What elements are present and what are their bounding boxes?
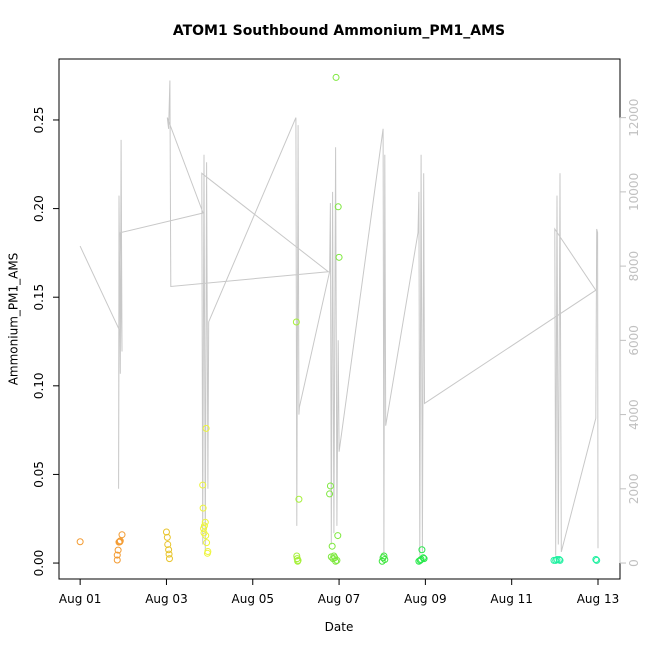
y-tick-label: 0.05 <box>32 461 46 488</box>
y-tick-label: 0.15 <box>32 284 46 311</box>
x-tick-label: Aug 01 <box>59 592 102 606</box>
point <box>553 556 561 564</box>
y2-tick-label: 10000 <box>627 173 641 211</box>
y-axis-label: Ammonium_PM1_AMS <box>7 253 21 386</box>
point <box>201 518 209 526</box>
point <box>380 552 388 560</box>
point <box>334 532 342 540</box>
point <box>164 540 172 548</box>
y-tick-label: 0.00 <box>32 550 46 577</box>
point <box>200 522 208 530</box>
point <box>294 556 302 564</box>
point <box>326 482 334 490</box>
y2-tick-label: 4000 <box>627 399 641 430</box>
point <box>113 556 121 564</box>
point <box>162 528 170 536</box>
point <box>593 556 601 564</box>
point <box>199 481 207 489</box>
altitude-line <box>79 80 599 556</box>
point <box>113 551 121 559</box>
point <box>204 548 212 556</box>
point <box>118 531 126 539</box>
point <box>165 546 173 554</box>
point <box>163 533 171 541</box>
point <box>293 552 301 560</box>
x-tick-label: Aug 07 <box>318 592 361 606</box>
x-tick-label: Aug 13 <box>577 592 620 606</box>
point <box>292 318 300 326</box>
y2-tick-label: 0 <box>627 559 641 567</box>
y-tick-label: 0.10 <box>32 372 46 399</box>
y-tick-label: 0.20 <box>32 195 46 222</box>
point <box>76 538 84 546</box>
point <box>114 546 122 554</box>
point <box>552 556 560 564</box>
x-tick-label: Aug 05 <box>232 592 275 606</box>
point <box>328 542 336 550</box>
y2-tick-label: 2000 <box>627 474 641 505</box>
y2-tick-label: 6000 <box>627 325 641 356</box>
point <box>417 556 425 564</box>
x-axis-label: Date <box>325 620 354 634</box>
x-tick-label: Aug 11 <box>490 592 533 606</box>
point <box>116 537 124 545</box>
point <box>333 556 341 564</box>
point <box>335 253 343 261</box>
point <box>420 555 428 563</box>
point <box>332 557 340 565</box>
point <box>419 554 427 562</box>
point <box>332 73 340 81</box>
y2-tick-label: 8000 <box>627 251 641 282</box>
point <box>334 203 342 211</box>
point <box>381 556 389 564</box>
point <box>556 556 564 564</box>
point <box>199 504 207 512</box>
point <box>165 550 173 558</box>
y2-tick-label: 12000 <box>627 99 641 137</box>
point <box>555 556 563 564</box>
point <box>202 424 210 432</box>
x-tick-label: Aug 03 <box>145 592 188 606</box>
chart-title: ATOM1 Southbound Ammonium_PM1_AMS <box>173 23 505 39</box>
point <box>202 532 210 540</box>
point <box>295 495 303 503</box>
point <box>592 556 600 564</box>
point <box>418 546 426 554</box>
y-tick-label: 0.25 <box>32 107 46 134</box>
point <box>326 490 334 498</box>
x-tick-label: Aug 09 <box>404 592 447 606</box>
point <box>165 555 173 563</box>
point <box>203 539 211 547</box>
